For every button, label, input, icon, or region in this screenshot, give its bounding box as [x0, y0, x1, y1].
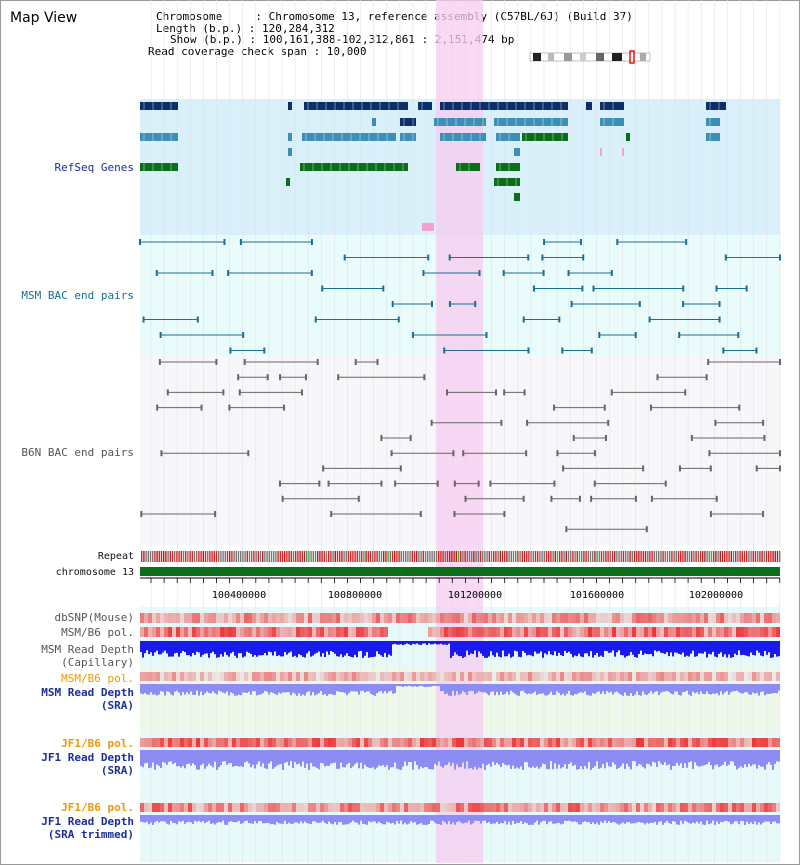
refseq-gene: [400, 133, 416, 141]
jf1-read-depth-trim-line2: (SRA trimmed): [47, 828, 134, 841]
dbsnp-track: [140, 613, 780, 623]
refseq-gene: [288, 148, 292, 156]
selected-region-highlight: [436, 0, 483, 863]
dbsnp-label: dbSNP(Mouse): [54, 611, 134, 624]
msm-read-depth-capillary-label: MSM Read Depth (Capillary): [41, 643, 134, 669]
refseq-gene: [302, 133, 396, 141]
refseq-gene: [456, 163, 480, 171]
jf1-b6-pol-label: JF1/B6 pol.: [61, 737, 134, 750]
refseq-gene: [600, 102, 624, 110]
chromosome-ideogram[interactable]: [529, 50, 651, 64]
jf1-read-depth-trimmed-track: [140, 815, 780, 825]
refseq-gene: [586, 102, 592, 110]
refseq-small-feature: [422, 223, 434, 231]
msm-read-depth-sra-line1: MSM Read Depth: [41, 686, 134, 699]
refseq-gene: [300, 163, 408, 171]
msm-read-depth-capillary-track: [140, 641, 780, 658]
repeat-track: [141, 551, 781, 562]
refseq-gene: [140, 102, 178, 110]
refseq-gene: [494, 118, 568, 126]
msm-b6-pol2-track: [140, 672, 780, 681]
msm-b6-pol-label: MSM/B6 pol.: [61, 626, 134, 639]
refseq-gene: [418, 102, 432, 110]
msm-read-depth-sra-label: MSM Read Depth (SRA): [41, 686, 134, 712]
jf1-b6-pol2-label: JF1/B6 pol.: [61, 801, 134, 814]
axis-tick-label: 102000000: [689, 590, 743, 601]
jf1-read-depth-label: JF1 Read Depth (SRA): [41, 751, 134, 777]
refseq-gene: [514, 148, 520, 156]
position-axis: 100400000 100800000 101200000 101600000 1020…: [140, 577, 781, 601]
refseq-gene: [440, 133, 486, 141]
refseq-gene: [140, 163, 178, 171]
chromosome-label: chromosome 13: [55, 567, 134, 578]
map-view-title: Map View: [10, 10, 78, 26]
refseq-genes-label[interactable]: RefSeq Genes: [54, 161, 134, 174]
refseq-gene: [600, 118, 624, 126]
jf1-read-depth-trimmed-label: JF1 Read Depth (SRA trimmed): [41, 815, 134, 841]
refseq-gene: [522, 133, 568, 141]
refseq-gene: [496, 133, 520, 141]
axis-tick-label: 100800000: [328, 590, 382, 601]
jf1-b6-pol2-track: [140, 803, 780, 812]
coverage-info: Read coverage check span : 10,000: [148, 44, 367, 58]
msm-bac-features: [139, 239, 781, 354]
refseq-gene: [304, 102, 408, 110]
refseq-gene: [514, 193, 520, 201]
jf1-read-depth-line1: JF1 Read Depth: [41, 751, 134, 764]
refseq-gene: [496, 163, 520, 171]
refseq-gene: [706, 118, 720, 126]
refseq-gene: [288, 102, 292, 110]
refseq-genes-features: [140, 102, 726, 231]
axis-tick-label: 101600000: [570, 590, 624, 601]
jf1-read-depth-line2: (SRA): [100, 764, 134, 777]
msm-read-depth-sra-line2: (SRA): [100, 699, 134, 712]
msm-b6-pol-track: [140, 627, 780, 637]
repeat-label: Repeat: [97, 551, 134, 562]
refseq-gene: [400, 118, 416, 126]
region-info: Chromosome : Chromosome 13, reference as…: [148, 11, 633, 57]
b6n-bac-label[interactable]: B6N BAC end pairs: [21, 446, 134, 459]
refseq-gene: [626, 133, 630, 141]
refseq-gene: [286, 178, 290, 186]
msm-read-depth-cap-line2: (Capillary): [61, 656, 134, 669]
msm-read-depth-cap-line1: MSM Read Depth: [41, 643, 134, 656]
axis-tick-label: 101200000: [448, 590, 502, 601]
refseq-gene: [372, 118, 376, 126]
msm-b6-pol2-label: MSM/B6 pol.: [61, 672, 134, 685]
jf1-b6-pol-track: [140, 738, 780, 747]
refseq-gene: [434, 118, 486, 126]
b6n-bac-features: [140, 359, 781, 533]
refseq-gene: [140, 133, 178, 141]
msm-read-depth-sra-track: [140, 684, 780, 696]
axis-tick-label: 100400000: [212, 590, 266, 601]
chromosome-bar: [140, 567, 780, 576]
jf1-read-depth-track: [140, 750, 780, 770]
msm-bac-label[interactable]: MSM BAC end pairs: [21, 289, 134, 302]
refseq-gene: [288, 133, 292, 141]
refseq-gene: [440, 102, 568, 110]
jf1-read-depth-trim-line1: JF1 Read Depth: [41, 815, 134, 828]
refseq-gene: [706, 102, 726, 110]
refseq-gene: [706, 133, 720, 141]
length-info: Length (b.p.) : 120,284,312: [156, 21, 335, 35]
